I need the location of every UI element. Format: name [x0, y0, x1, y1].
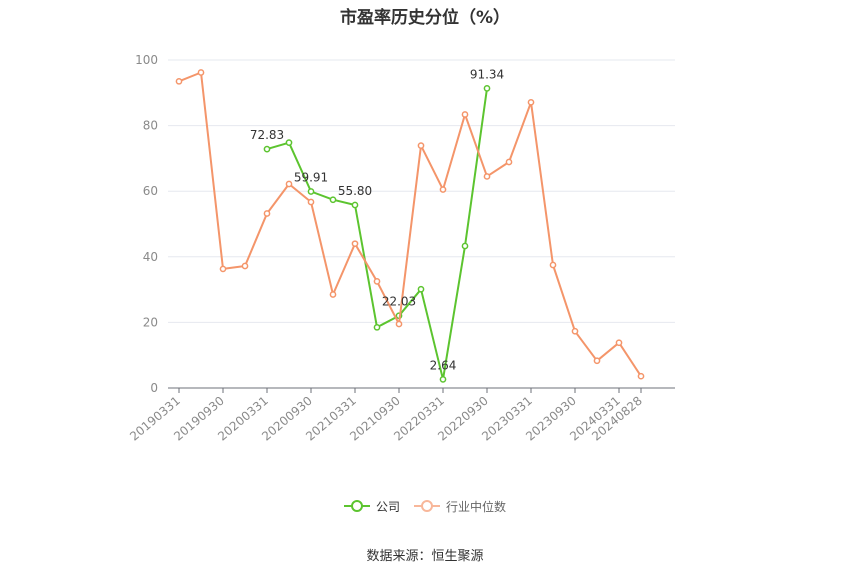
data-point-industry [241, 262, 249, 270]
data-point-industry [351, 240, 359, 248]
data-point-industry [483, 173, 491, 180]
legend-company-marker-icon [343, 500, 370, 512]
data-point-industry [549, 261, 557, 269]
data-label: 91.34 [470, 67, 504, 81]
data-label: 22.03 [382, 295, 416, 309]
series-line-industry [178, 71, 642, 377]
y-tick-label: 80 [143, 119, 158, 133]
data-point-industry [527, 98, 535, 106]
data-point-industry [615, 339, 623, 347]
data-point-company [483, 85, 491, 92]
data-labels: 72.83 59.91 55.80 22.03 2.64 91.34 [250, 67, 504, 372]
data-point-industry [637, 372, 645, 380]
data-point-industry [329, 291, 337, 298]
line-chart: 0204060801002019033120190930202003312020… [127, 53, 675, 444]
y-tick-label: 40 [143, 250, 158, 264]
data-label: 2.64 [430, 358, 457, 372]
data-point-industry [593, 357, 601, 365]
grid-lines [168, 59, 675, 323]
data-point-company [263, 145, 271, 153]
y-tick-label: 100 [135, 53, 158, 67]
legend-industry-marker-icon [414, 500, 440, 512]
data-point-company [417, 285, 425, 293]
data-point-industry [285, 180, 293, 188]
data-point-company [307, 188, 315, 195]
legend-item-industry[interactable]: 行业中位数 [414, 498, 506, 515]
data-point-industry [571, 327, 579, 335]
data-point-industry [307, 198, 315, 206]
data-point-industry [461, 111, 469, 118]
data-label: 59.91 [294, 170, 328, 184]
data-point-company [351, 201, 359, 209]
data-point-industry [219, 265, 227, 273]
data-point-company [373, 323, 381, 331]
data-point-industry [197, 69, 205, 76]
data-point-industry [373, 278, 381, 285]
legend-company-label: 公司 [375, 499, 400, 514]
legend: 公司 行业中位数 [0, 496, 850, 516]
y-tick-label: 60 [143, 184, 158, 198]
series-line-company [266, 88, 488, 381]
data-label: 72.83 [250, 128, 284, 142]
legend-industry-label: 行业中位数 [446, 499, 507, 514]
y-tick-label: 0 [150, 381, 158, 395]
data-point-company [461, 242, 469, 250]
data-point-industry [505, 158, 513, 166]
data-point-industry [395, 320, 403, 328]
axes: 0204060801002019033120190930202003312020… [127, 53, 675, 444]
data-label: 55.80 [338, 184, 372, 198]
y-tick-label: 20 [143, 315, 158, 329]
series-lines [175, 69, 645, 383]
data-point-industry [439, 186, 447, 193]
legend-item-company[interactable]: 公司 [343, 498, 400, 515]
data-point-industry [263, 210, 271, 217]
source-note: 数据来源：恒生聚源 [366, 549, 484, 564]
data-point-company [285, 139, 293, 147]
data-point-industry [175, 77, 183, 85]
data-point-company [439, 375, 447, 383]
data-point-industry [417, 142, 425, 149]
data-point-company [329, 196, 337, 204]
chart-title: 市盈率历史分位（%） [339, 8, 511, 28]
